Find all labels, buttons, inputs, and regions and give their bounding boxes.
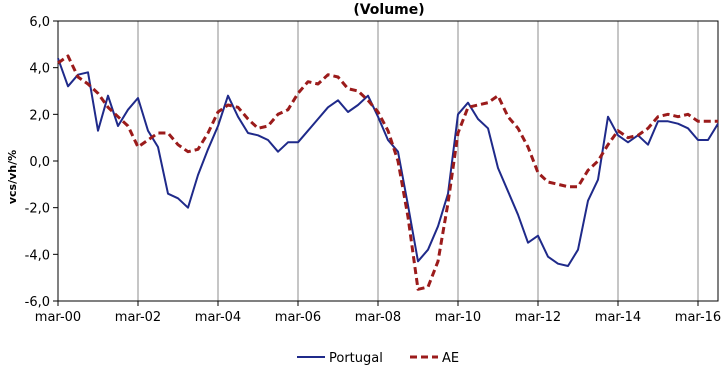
x-tick-label: mar-16: [675, 310, 721, 325]
plot-area: [57, 20, 719, 302]
y-tick-label: 0,0: [29, 155, 50, 170]
y-tick-label: -6,0: [25, 295, 50, 310]
x-tick-label: mar-02: [115, 310, 161, 325]
x-tick-label: mar-10: [435, 310, 481, 325]
x-tick-label: mar-04: [195, 310, 241, 325]
x-tick-label: mar-06: [275, 310, 321, 325]
x-tick-label: mar-14: [595, 310, 641, 325]
y-tick-label: -2,0: [25, 202, 50, 217]
x-tick-label: mar-00: [35, 310, 81, 325]
series-line-portugal: [57, 57, 719, 267]
chart-title: (Volume): [353, 2, 424, 18]
legend-label: Portugal: [329, 351, 383, 366]
x-axis: mar-00 mar-02 mar-04 mar-06 mar-08 mar-10 mar-…: [35, 301, 721, 325]
series-line-ae: [57, 54, 718, 291]
legend-label: AE: [442, 351, 459, 366]
legend-item-ae: AE: [410, 351, 459, 366]
legend-item-portugal: Portugal: [297, 351, 383, 366]
legend: Portugal AE: [297, 351, 459, 366]
y-axis-title: vcs/vh/%: [6, 150, 19, 204]
y-tick-label: 6,0: [29, 15, 50, 30]
plot-border: [57, 20, 719, 302]
grid-lines: [137, 21, 699, 301]
y-tick-label: -4,0: [25, 248, 50, 263]
y-axis: 6,0 4,0 2,0 0,0 -2,0 -4,0 -6,0: [25, 15, 58, 310]
y-tick-label: 4,0: [29, 62, 50, 77]
x-tick-label: mar-12: [515, 310, 561, 325]
series-lines: [57, 54, 719, 291]
x-tick-label: mar-08: [355, 310, 401, 325]
y-tick-label: 2,0: [29, 108, 50, 123]
